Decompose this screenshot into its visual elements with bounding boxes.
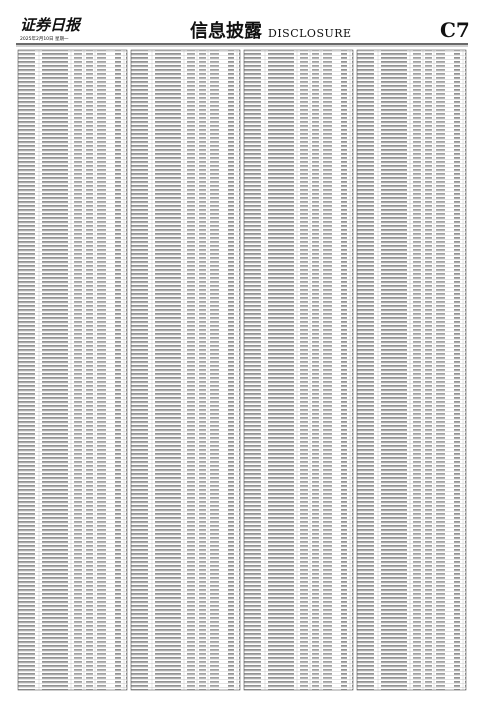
table-block [130,49,241,691]
section-subtitle: DISCLOSURE [268,27,352,40]
logo: 证券日报 [20,16,82,34]
page-number: C7 [440,18,470,42]
section-title: 信息披露 [190,20,263,42]
table-area [17,49,467,691]
table-block [243,49,354,691]
table-block [356,49,467,691]
date-line: 2025年2月10日 星期一 [20,35,69,42]
table-block [17,49,128,691]
